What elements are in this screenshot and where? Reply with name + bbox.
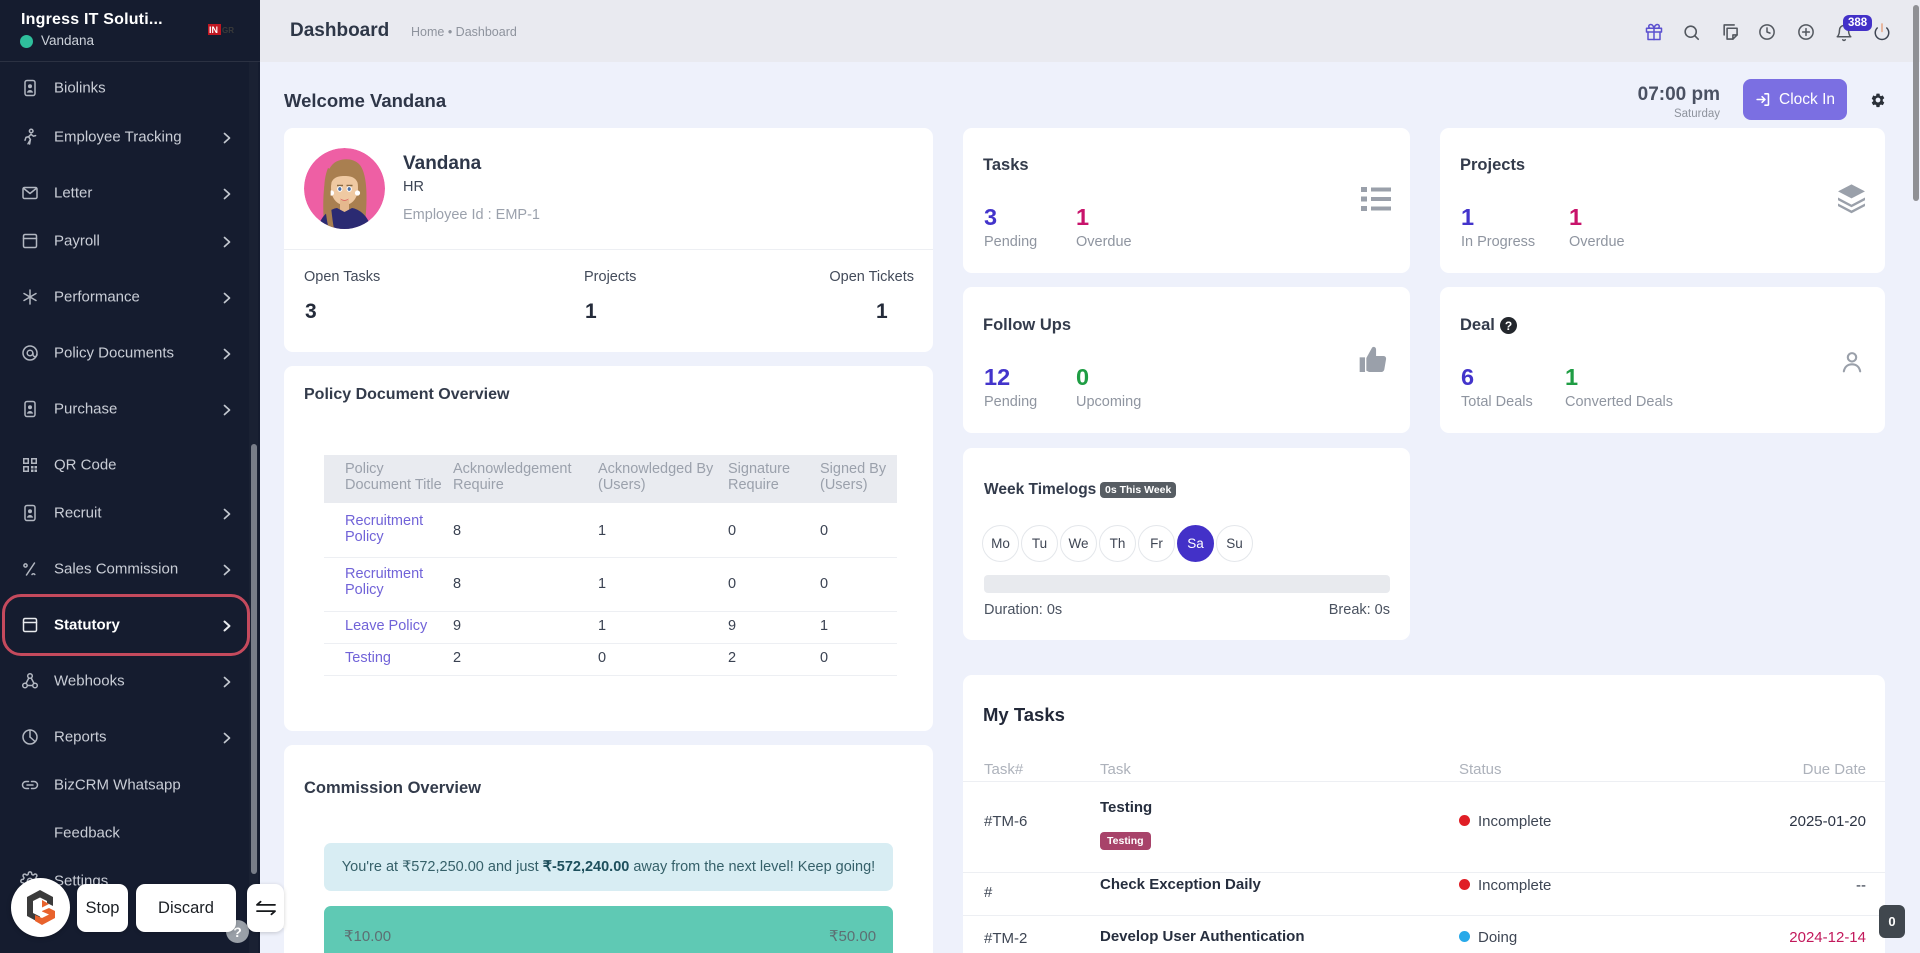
- svg-text:IN: IN: [209, 25, 218, 35]
- svg-text:GR: GR: [222, 26, 234, 35]
